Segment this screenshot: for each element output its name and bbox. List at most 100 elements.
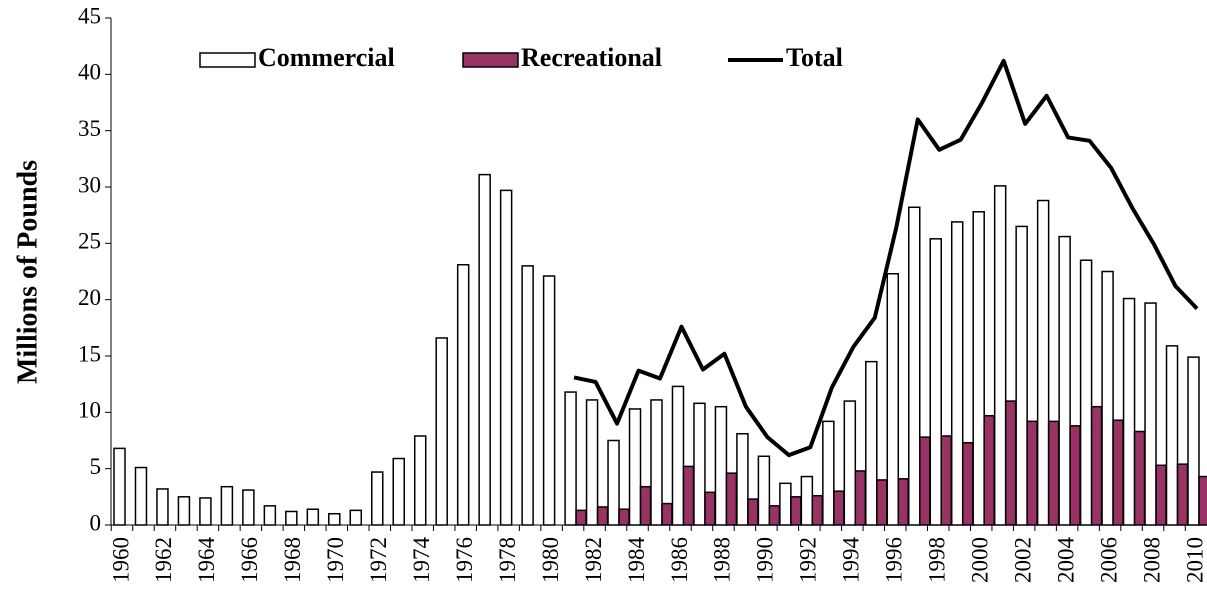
bar <box>790 496 802 526</box>
bar <box>876 479 888 526</box>
bar <box>886 273 900 526</box>
bar <box>1198 475 1207 526</box>
bar <box>371 471 384 526</box>
x-tick-label: 1998 <box>925 537 950 583</box>
bar <box>575 509 587 526</box>
y-tick-label: 10 <box>78 398 101 423</box>
bar <box>263 505 277 526</box>
bar <box>1026 420 1038 526</box>
y-tick-label: 20 <box>78 285 101 310</box>
bar <box>671 385 685 526</box>
y-tick-label: 5 <box>90 454 102 479</box>
bar <box>865 360 878 526</box>
legend-label: Total <box>786 43 843 72</box>
bar <box>306 508 320 526</box>
x-tick-label: 1970 <box>323 537 348 583</box>
bar <box>1155 464 1167 526</box>
bar <box>693 402 706 526</box>
bar <box>542 275 556 526</box>
line <box>573 58 1199 458</box>
y-tick-label: 40 <box>78 60 101 85</box>
bar <box>1036 199 1050 526</box>
x-tick-label: 1968 <box>280 537 305 583</box>
x-tick-label: 1978 <box>495 537 520 583</box>
x-tick-label: 1984 <box>624 537 649 584</box>
bar <box>682 465 695 526</box>
x-tick-label: 1982 <box>581 537 606 583</box>
bar <box>897 478 910 526</box>
x-tick-label: 2002 <box>1010 537 1035 583</box>
bar <box>478 173 491 526</box>
bar <box>768 505 781 526</box>
bar <box>725 472 738 526</box>
x-tick-label: 1966 <box>237 537 262 583</box>
bar <box>950 221 964 526</box>
bar <box>704 491 716 526</box>
bar <box>972 211 985 526</box>
bar <box>800 475 814 526</box>
bar <box>242 489 255 526</box>
bar <box>1015 225 1028 526</box>
x-tick-label: 1990 <box>753 537 778 583</box>
bar <box>435 337 448 526</box>
x-tick-label: 1988 <box>710 537 735 583</box>
bar <box>1144 302 1157 526</box>
legend-swatch <box>199 52 256 68</box>
bar <box>929 238 942 526</box>
x-tick-label: 1960 <box>108 537 133 583</box>
x-tick-label: 1986 <box>667 537 692 583</box>
bar <box>1090 405 1103 526</box>
bar <box>1047 420 1060 526</box>
x-tick-label: 1974 <box>409 537 434 584</box>
bar <box>843 400 857 526</box>
bar <box>1112 419 1124 526</box>
bar <box>413 435 427 526</box>
bar <box>639 485 652 526</box>
x-tick-label: 2000 <box>967 537 992 583</box>
bar <box>1165 345 1179 526</box>
y-tick-label: 0 <box>90 510 102 535</box>
bar <box>628 408 642 526</box>
bar <box>1122 297 1136 526</box>
bar <box>1079 259 1093 526</box>
bar <box>585 399 599 526</box>
x-tick-label: 1976 <box>452 537 477 583</box>
bar <box>220 485 234 526</box>
bar <box>714 405 728 526</box>
bar <box>156 488 169 526</box>
x-tick-label: 1996 <box>882 537 907 583</box>
bar <box>349 509 363 526</box>
x-tick-label: 2004 <box>1053 537 1078 584</box>
bar <box>940 435 952 526</box>
bar <box>1058 235 1071 526</box>
x-tick-label: 1962 <box>151 537 176 583</box>
bar <box>285 510 298 526</box>
bar <box>618 508 630 526</box>
x-tick-label: 1972 <box>366 537 391 583</box>
bar <box>499 189 513 526</box>
legend-label: Recreational <box>521 43 662 72</box>
bar <box>961 442 974 526</box>
legend-swatch <box>462 52 519 68</box>
bar <box>747 498 759 526</box>
y-tick-label: 30 <box>78 172 101 197</box>
bar <box>1069 425 1081 526</box>
bar <box>854 470 867 526</box>
bar <box>596 506 609 526</box>
bar <box>113 447 126 526</box>
bar <box>607 439 620 526</box>
bar <box>736 432 749 526</box>
bar <box>392 457 405 526</box>
bar <box>757 455 771 526</box>
x-tick-label: 1994 <box>839 537 864 584</box>
legend-label: Commercial <box>258 43 395 72</box>
y-tick-label: 45 <box>78 3 101 28</box>
bar <box>199 497 212 526</box>
bar <box>564 391 577 526</box>
x-tick-label: 1980 <box>538 537 563 583</box>
y-tick-label: 35 <box>78 116 101 141</box>
bar <box>1187 356 1200 526</box>
bar <box>650 399 663 526</box>
x-tick-label: 2006 <box>1096 537 1121 583</box>
bar <box>811 494 824 526</box>
